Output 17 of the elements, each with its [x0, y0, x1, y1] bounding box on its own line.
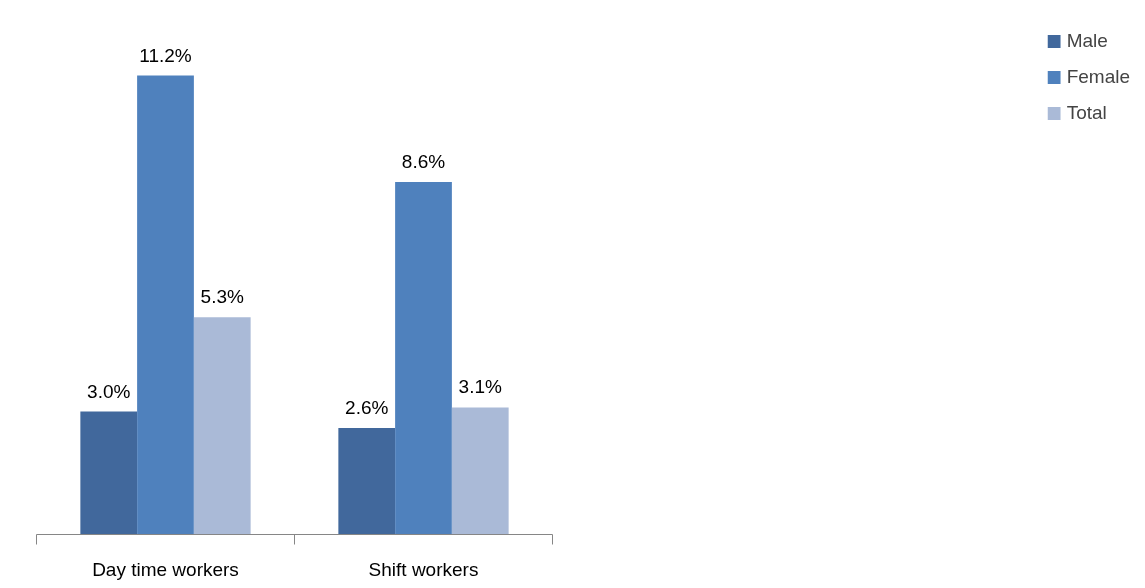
- data-label: 2.6%: [345, 396, 389, 418]
- legend-label: Male: [1066, 30, 1108, 52]
- data-label: 8.6%: [401, 151, 446, 173]
- bar: [338, 427, 396, 535]
- data-label: 5.3%: [200, 286, 245, 308]
- bar: [137, 75, 194, 535]
- x-tick-label: Day time workers: [92, 558, 239, 580]
- x-tick-label: Shift workers: [368, 558, 479, 580]
- legend-label: Total: [1066, 102, 1107, 124]
- bar: [193, 317, 251, 535]
- data-label: 11.2%: [139, 44, 192, 66]
- bar: [80, 411, 138, 535]
- data-label: 3.1%: [458, 376, 503, 398]
- bar: [395, 182, 452, 535]
- legend-label: Female: [1066, 66, 1130, 88]
- data-label: 3.0%: [87, 380, 131, 402]
- bar: [451, 407, 509, 535]
